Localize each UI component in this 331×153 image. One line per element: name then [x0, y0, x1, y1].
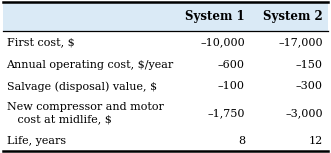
Text: –600: –600: [218, 60, 245, 70]
Text: –100: –100: [218, 81, 245, 91]
Text: 8: 8: [238, 136, 245, 146]
Text: System 2: System 2: [263, 9, 323, 22]
Bar: [3, 2, 328, 31]
Text: Life, years: Life, years: [7, 136, 66, 146]
Text: –1,750: –1,750: [208, 108, 245, 119]
Text: Salvage (disposal) value, $: Salvage (disposal) value, $: [7, 81, 157, 92]
Text: –17,000: –17,000: [278, 37, 323, 47]
Text: System 1: System 1: [185, 9, 245, 22]
Text: –3,000: –3,000: [285, 108, 323, 119]
Text: First cost, $: First cost, $: [7, 37, 74, 47]
Text: 12: 12: [308, 136, 323, 146]
Text: Annual operating cost, $/year: Annual operating cost, $/year: [7, 60, 174, 70]
Text: –300: –300: [296, 81, 323, 91]
Text: –150: –150: [296, 60, 323, 70]
Text: New compressor and motor
   cost at midlife, $: New compressor and motor cost at midlife…: [7, 102, 164, 125]
Text: –10,000: –10,000: [200, 37, 245, 47]
